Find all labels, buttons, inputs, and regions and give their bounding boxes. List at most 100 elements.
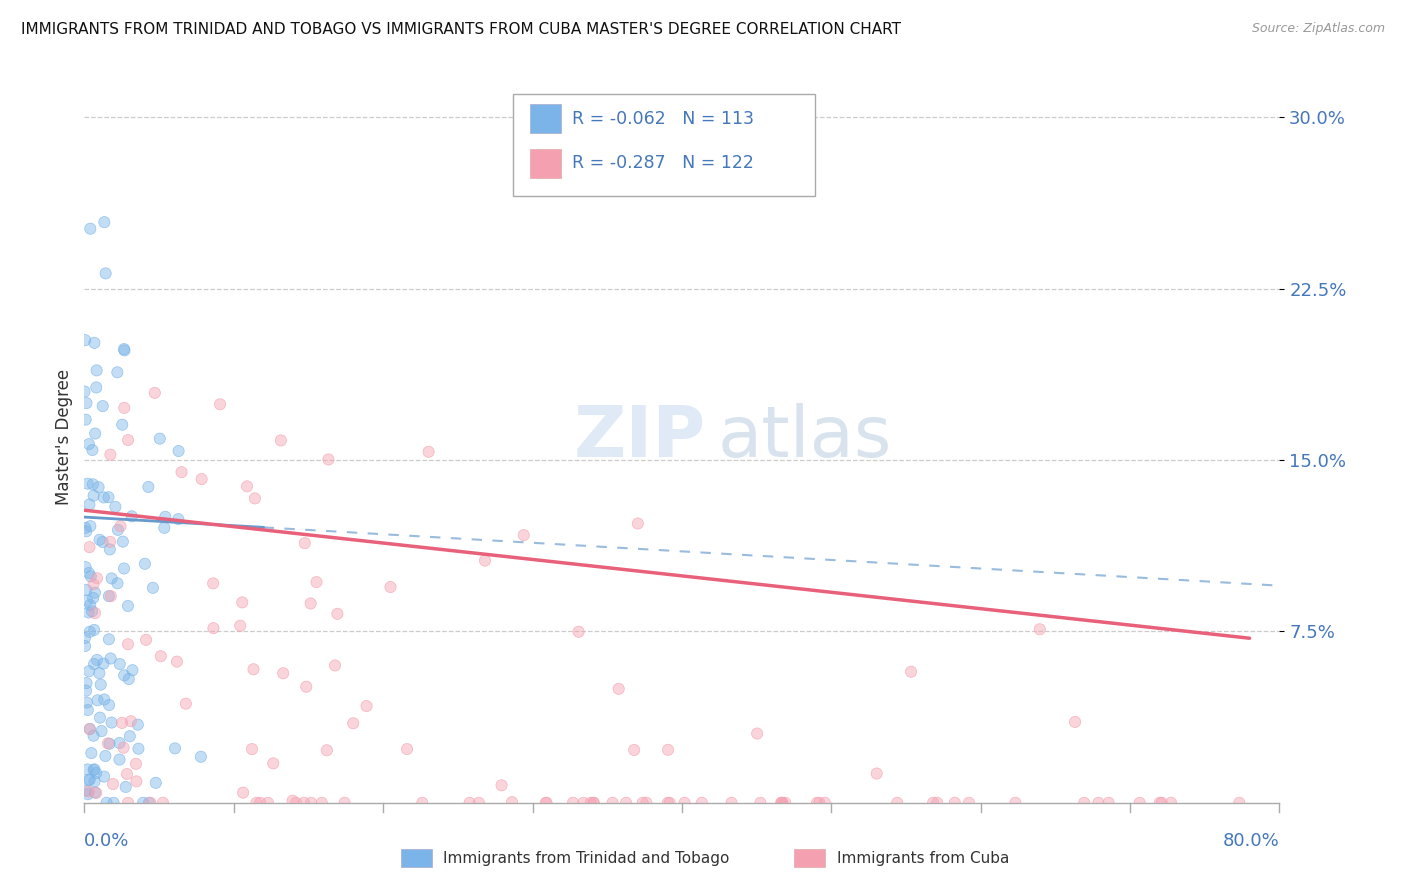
Point	[75, 521, 97, 535]
Point	[474, 553, 496, 567]
Point	[281, 794, 304, 808]
Point	[143, 385, 166, 400]
Point	[108, 657, 131, 671]
Point	[806, 796, 828, 810]
Point	[100, 448, 122, 462]
Point	[82, 577, 104, 591]
Point	[75, 783, 97, 797]
Point	[76, 787, 98, 801]
Point	[97, 490, 120, 504]
Point	[582, 796, 605, 810]
Point	[582, 796, 605, 810]
Point	[82, 477, 104, 491]
Point	[76, 476, 98, 491]
Point	[773, 796, 796, 810]
Point	[572, 796, 595, 810]
Point	[114, 780, 136, 794]
Point	[627, 516, 650, 531]
Text: Immigrants from Trinidad and Tobago: Immigrants from Trinidad and Tobago	[443, 851, 730, 865]
Point	[83, 335, 105, 350]
Point	[243, 491, 266, 506]
Point	[121, 509, 143, 524]
Point	[271, 666, 294, 681]
Point	[167, 512, 190, 526]
Point	[93, 770, 115, 784]
Point	[922, 796, 945, 810]
Point	[97, 736, 120, 750]
Point	[93, 215, 115, 229]
Point	[91, 399, 114, 413]
Point	[229, 619, 252, 633]
Point	[77, 772, 100, 787]
Point	[100, 448, 122, 462]
Point	[79, 772, 101, 787]
Point	[117, 599, 139, 613]
Point	[257, 796, 280, 810]
Point	[77, 437, 100, 451]
Point	[145, 776, 167, 790]
Point	[1064, 714, 1087, 729]
Point	[79, 598, 101, 612]
Point	[83, 762, 105, 776]
Point	[104, 500, 127, 514]
Point	[83, 623, 105, 637]
Point	[380, 580, 402, 594]
Point	[120, 714, 142, 729]
Point	[75, 412, 97, 426]
Point	[631, 796, 654, 810]
Point	[79, 498, 101, 512]
Text: R = -0.062   N = 113: R = -0.062 N = 113	[572, 110, 754, 128]
Point	[125, 774, 148, 789]
Point	[127, 741, 149, 756]
Point	[86, 571, 108, 585]
Point	[79, 540, 101, 554]
Point	[190, 472, 212, 486]
Point	[174, 697, 197, 711]
Point	[209, 397, 232, 411]
Point	[89, 666, 111, 681]
Point	[167, 444, 190, 458]
Point	[285, 796, 308, 810]
Point	[107, 523, 129, 537]
Point	[342, 716, 364, 731]
Point	[97, 589, 120, 603]
Point	[90, 678, 112, 692]
Point	[75, 396, 97, 410]
Point	[568, 624, 591, 639]
Point	[658, 796, 681, 810]
Point	[323, 658, 346, 673]
Point	[690, 796, 713, 810]
Point	[534, 796, 557, 810]
Point	[98, 542, 121, 557]
Point	[657, 743, 679, 757]
Point	[773, 796, 796, 810]
Point	[125, 756, 148, 771]
Point	[927, 796, 949, 810]
Point	[236, 479, 259, 493]
Point	[1129, 796, 1152, 810]
Point	[83, 774, 105, 789]
Point	[418, 444, 440, 458]
Point	[614, 796, 637, 810]
Point	[170, 465, 193, 479]
Point	[579, 796, 602, 810]
Point	[98, 698, 121, 712]
Point	[232, 786, 254, 800]
Point	[83, 762, 105, 776]
Point	[1004, 796, 1026, 810]
Point	[105, 365, 128, 379]
Point	[84, 786, 107, 800]
Point	[76, 696, 98, 710]
Point	[614, 796, 637, 810]
Point	[139, 796, 162, 810]
Point	[1098, 796, 1121, 810]
Point	[512, 528, 534, 542]
Point	[1004, 796, 1026, 810]
Point	[636, 796, 658, 810]
Point	[84, 606, 107, 620]
Point	[83, 763, 105, 777]
Point	[579, 796, 602, 810]
Point	[1149, 796, 1171, 810]
Point	[93, 657, 115, 671]
Point	[112, 740, 135, 755]
